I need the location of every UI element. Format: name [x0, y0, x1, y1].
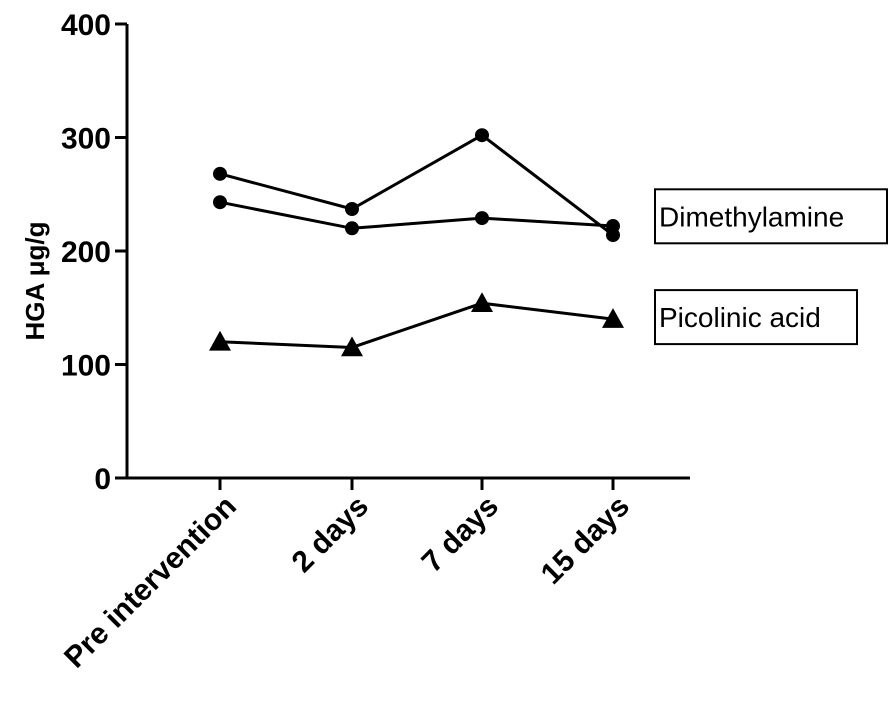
chart-labels: 0 100 200 300 400 Pre intervention 2 days 7 day… — [20, 9, 888, 675]
y-tick-label: 100 — [61, 350, 111, 383]
triangle-marker — [471, 292, 493, 313]
legend-box — [654, 289, 858, 346]
x-tick-label: Pre intervention — [58, 490, 243, 675]
axes — [115, 22, 690, 490]
circle-marker — [213, 166, 227, 181]
circle-marker — [345, 202, 359, 217]
circle-marker — [475, 211, 489, 226]
y-tick-label: 400 — [61, 9, 111, 42]
series-line — [219, 133, 614, 237]
series-line — [219, 301, 614, 349]
x-tick-label: 2 days — [286, 490, 375, 579]
x-tick-label: 7 days — [416, 490, 505, 579]
legend-label: Dimethylamine — [659, 201, 844, 232]
legend-box — [654, 188, 888, 245]
triangle-marker — [602, 308, 624, 328]
series-line — [219, 200, 614, 230]
y-tick-label: 0 — [94, 463, 111, 496]
triangle-marker — [341, 336, 363, 357]
series-group — [209, 128, 624, 357]
circle-marker — [475, 128, 489, 143]
circle-marker — [606, 219, 620, 234]
circle-marker — [213, 195, 227, 210]
x-tick-label: 15 days — [535, 490, 636, 591]
circle-marker — [345, 221, 359, 236]
y-axis-label: HGA μg/g — [20, 222, 50, 341]
legend-label: Picolinic acid — [659, 302, 821, 333]
triangle-marker — [209, 330, 231, 351]
y-tick-label: 300 — [61, 123, 111, 156]
y-tick-label: 200 — [61, 236, 111, 269]
